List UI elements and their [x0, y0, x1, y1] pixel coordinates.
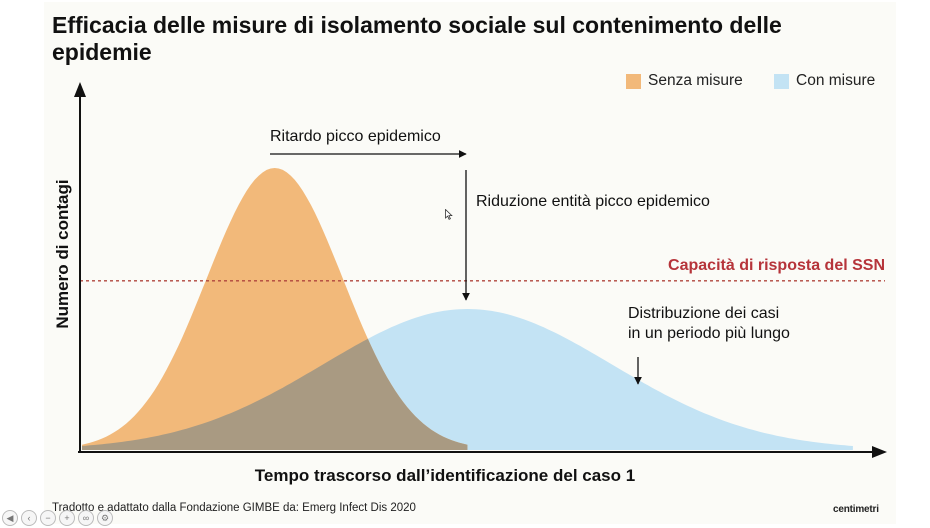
annotation-riduzione: Riduzione entità picco epidemico: [476, 193, 710, 210]
zoom-in-icon[interactable]: +: [59, 510, 75, 526]
x-axis-arrow-icon: [872, 446, 887, 458]
legend-item-con-misure: Con misure: [774, 72, 875, 90]
zoom-out-icon[interactable]: −: [40, 510, 56, 526]
y-axis-arrow-icon: [74, 82, 86, 97]
legend-swatch-con-misure: [774, 73, 789, 89]
area-overlap: [82, 309, 468, 450]
prev-icon[interactable]: ‹: [21, 510, 37, 526]
legend-swatch-senza-misure: [626, 73, 641, 89]
annotation-distribuzione-line1: Distribuzione dei casi: [628, 305, 779, 322]
footer-source: Tradotto e adattato dalla Fondazione GIM…: [52, 502, 416, 514]
annotation-distribuzione-line2: in un periodo più lungo: [628, 325, 790, 342]
annotation-capacita: Capacità di risposta del SSN: [668, 257, 885, 274]
settings-icon[interactable]: ⚙: [97, 510, 113, 526]
x-axis-label: Tempo trascorso dall’identificazione del…: [255, 466, 635, 485]
legend-label-senza-misure: Senza misure: [648, 72, 743, 89]
first-icon[interactable]: ◀: [2, 510, 18, 526]
annotation-ritardo: Ritardo picco epidemico: [270, 128, 441, 145]
mouse-pointer-icon: [445, 209, 453, 220]
legend-label-con-misure: Con misure: [796, 72, 876, 89]
footer-brand-logo: centimetri: [833, 504, 879, 515]
y-axis-label: Numero di contagi: [53, 179, 72, 328]
chart-title: Efficacia delle misure di isolamento soc…: [52, 12, 782, 65]
share-icon[interactable]: ∞: [78, 510, 94, 526]
legend-item-senza-misure: Senza misure: [626, 72, 743, 90]
viewer-toolbar: ◀ ‹ − + ∞ ⚙: [2, 510, 113, 526]
